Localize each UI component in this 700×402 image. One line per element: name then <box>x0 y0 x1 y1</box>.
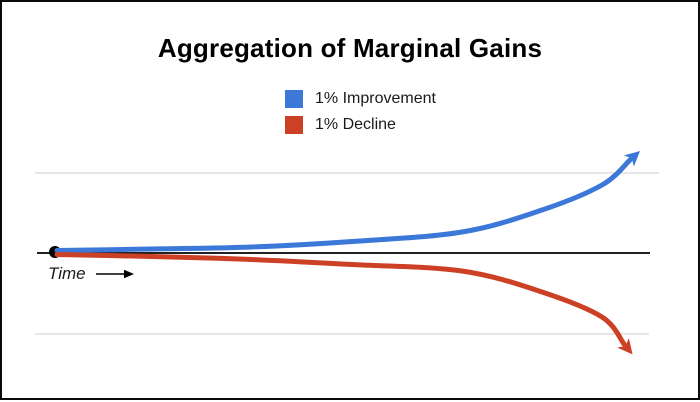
time-arrow-icon <box>95 269 134 279</box>
chart-title: Aggregation of Marginal Gains <box>157 33 543 63</box>
legend-item-improvement: 1% Improvement <box>285 90 436 108</box>
decline-swatch-icon <box>285 116 303 134</box>
improvement-curve <box>54 150 641 253</box>
legend-item-decline: 1% Decline <box>285 116 436 134</box>
improvement-swatch-icon <box>285 90 303 108</box>
time-axis-label: Time <box>48 264 135 284</box>
legend-label-improvement: 1% Improvement <box>315 90 436 107</box>
legend-label-decline: 1% Decline <box>315 116 396 133</box>
decline-curve <box>54 252 633 355</box>
legend: 1% Improvement 1% Decline <box>285 90 436 142</box>
time-label-text: Time <box>48 264 86 283</box>
